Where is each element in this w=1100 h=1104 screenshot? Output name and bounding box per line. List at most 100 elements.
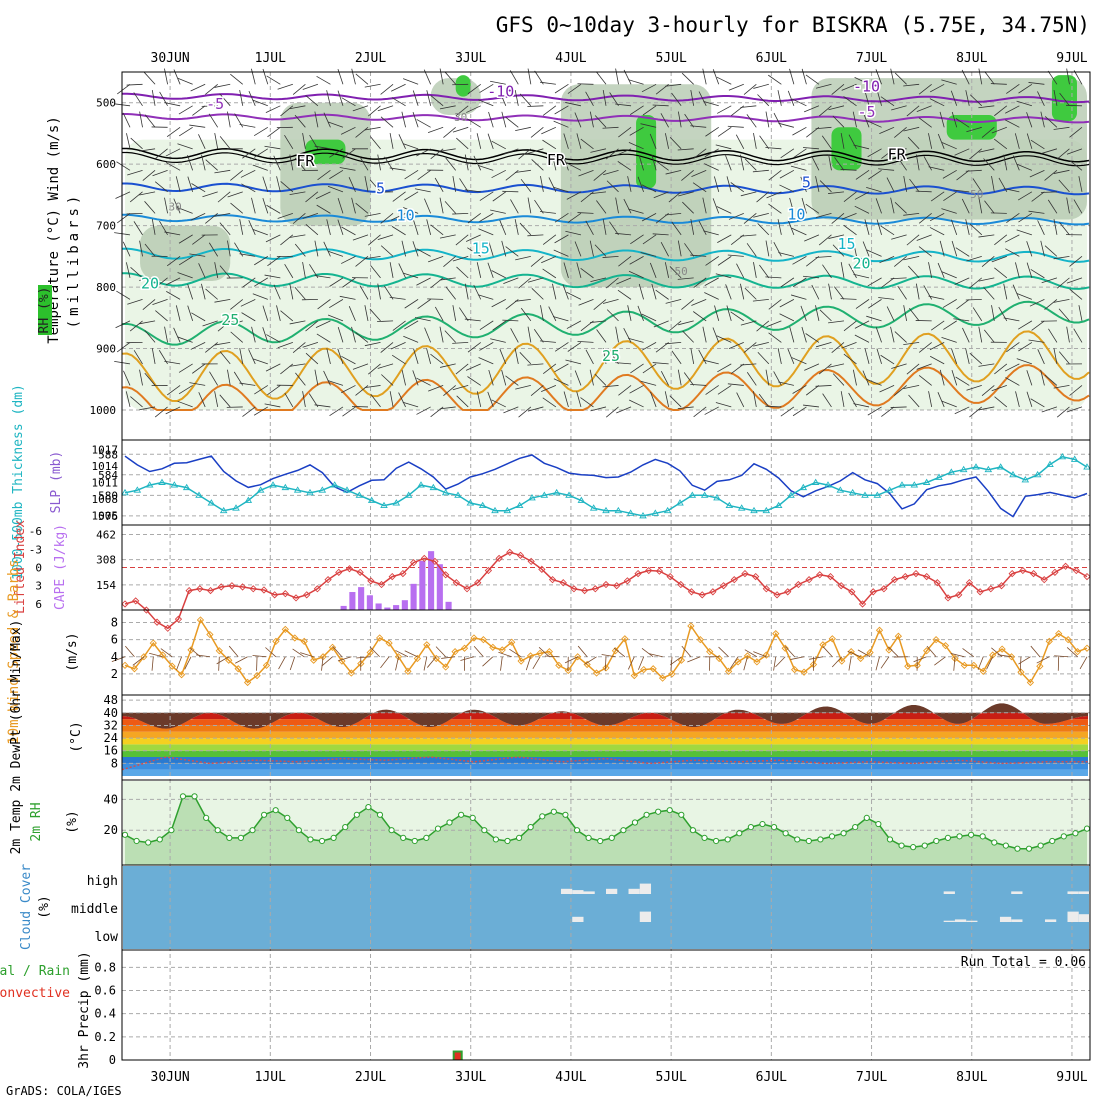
- axis-tick-label: 20: [104, 823, 118, 837]
- rh-2m-point: [760, 821, 765, 826]
- cape-bar: [341, 606, 347, 610]
- wind-barb: [144, 72, 155, 84]
- wind-barb: [543, 106, 556, 116]
- rh-2m-point: [1084, 826, 1089, 831]
- axis-tick-label: 1017: [92, 444, 119, 457]
- cloud-high-bar: [561, 889, 572, 894]
- wind-10m-barb: [279, 657, 286, 669]
- wind-10m-barb: [876, 657, 880, 671]
- axis-tick-label: -6: [29, 525, 42, 538]
- date-label-top: 30JUN: [151, 51, 190, 66]
- wind-barb: [317, 76, 331, 84]
- axis-tick-label: 900: [96, 343, 116, 356]
- wind-barb: [531, 127, 543, 137]
- wind-10m-barb: [290, 657, 295, 670]
- wind-barb: [515, 127, 531, 130]
- panel-frame: [122, 950, 1090, 1060]
- wind-barb: [205, 84, 217, 94]
- wind-barb: [338, 69, 343, 84]
- rh-2m-point: [146, 840, 151, 845]
- rh-2m-point: [563, 812, 568, 817]
- isotherm-label: 5: [376, 180, 385, 198]
- wind-10m-barb: [823, 646, 832, 656]
- rh-2m-point: [968, 832, 973, 837]
- wind-barb: [427, 299, 443, 300]
- run-total-annotation: Run Total = 0.06: [961, 955, 1086, 970]
- rh-2m-point: [853, 825, 858, 830]
- label-cloud-cover: Cloud Cover: [19, 864, 34, 950]
- rh-2m-point: [1003, 843, 1008, 848]
- wind-10m-barb: [380, 657, 389, 668]
- wind-barb: [717, 77, 731, 84]
- wind-10m-barb: [501, 657, 503, 671]
- wind-10m-barb: [526, 657, 530, 670]
- wind-barb: [392, 98, 406, 106]
- wind-barb: [806, 75, 819, 84]
- rh-2m-point: [864, 815, 869, 820]
- axis-tick-label: 2: [111, 667, 118, 681]
- wind-barb: [352, 69, 356, 85]
- cape-bar: [419, 561, 425, 610]
- wind-barb: [729, 84, 744, 90]
- wind-barb: [417, 119, 431, 127]
- wind-barb: [718, 127, 731, 136]
- rh-2m-point: [482, 828, 487, 833]
- rh-2m-point: [401, 835, 406, 840]
- cloud-middle-bar: [966, 921, 977, 922]
- date-label-top: 9JUL: [1056, 51, 1087, 66]
- cloud-panel-background: [123, 866, 1089, 949]
- date-label-bottom: 5JUL: [655, 1070, 686, 1085]
- date-label-top: 5JUL: [655, 51, 686, 66]
- wind-barb: [596, 72, 606, 85]
- rh-2m-point: [632, 820, 637, 825]
- cloud-middle-bar: [572, 917, 583, 922]
- rh-contour-label: 30: [454, 111, 467, 124]
- rh-2m-point: [899, 843, 904, 848]
- wind-barb: [179, 106, 193, 114]
- axis-tick-label: 4: [111, 650, 118, 664]
- rh-2m-point: [551, 809, 556, 814]
- label-rh-unit: (%): [65, 810, 80, 833]
- rh-2m-point: [609, 835, 614, 840]
- rh-2m-point: [343, 825, 348, 830]
- temp-band: [122, 751, 1088, 757]
- axis-tick-label: 500: [96, 97, 116, 110]
- wind-10m-barb: [253, 656, 267, 657]
- axis-tick-label: 6: [35, 598, 42, 611]
- wind-10m-barb: [322, 657, 333, 666]
- date-label-top: 3JUL: [455, 51, 486, 66]
- date-label-top: 4JUL: [555, 51, 586, 66]
- wind-barb: [768, 75, 781, 84]
- wind-barb: [428, 127, 443, 132]
- label-temp-unit: (°C): [69, 721, 84, 752]
- rh-2m-point: [169, 828, 174, 833]
- rh-2m-point: [192, 794, 197, 799]
- axis-tick-label: 24: [104, 731, 118, 745]
- axis-tick-label: 32: [104, 718, 118, 732]
- isotherm-label: FR: [547, 151, 566, 169]
- wind-10m-barb: [545, 656, 559, 657]
- cloud-high-bar: [1067, 891, 1078, 894]
- date-label-bottom: 3JUL: [455, 1070, 486, 1085]
- wind-barb: [502, 112, 506, 128]
- wind-10m-barb: [474, 646, 483, 657]
- wind-barb: [356, 74, 368, 84]
- wind-10m-barb: [881, 657, 889, 669]
- date-label-bottom: 8JUL: [956, 1070, 987, 1085]
- rh-2m-point: [922, 843, 927, 848]
- axis-tick-label: 0: [109, 1053, 116, 1067]
- rh-2m-point: [829, 834, 834, 839]
- rh-2m-point: [215, 828, 220, 833]
- cloud-middle-bar: [1079, 914, 1090, 922]
- axis-tick-label: 1000: [90, 404, 117, 417]
- wind-10m-barb: [427, 657, 436, 668]
- date-label-bottom: 4JUL: [555, 1070, 586, 1085]
- wind-10m-barb: [1018, 657, 1030, 664]
- cloud-high-bar: [583, 891, 594, 894]
- precip-convective-bar: [455, 1053, 461, 1060]
- axis-tick-label: low: [95, 930, 119, 945]
- rh-2m-point: [354, 812, 359, 817]
- wind-barb: [402, 112, 406, 128]
- isotherm-label: 20: [141, 274, 159, 292]
